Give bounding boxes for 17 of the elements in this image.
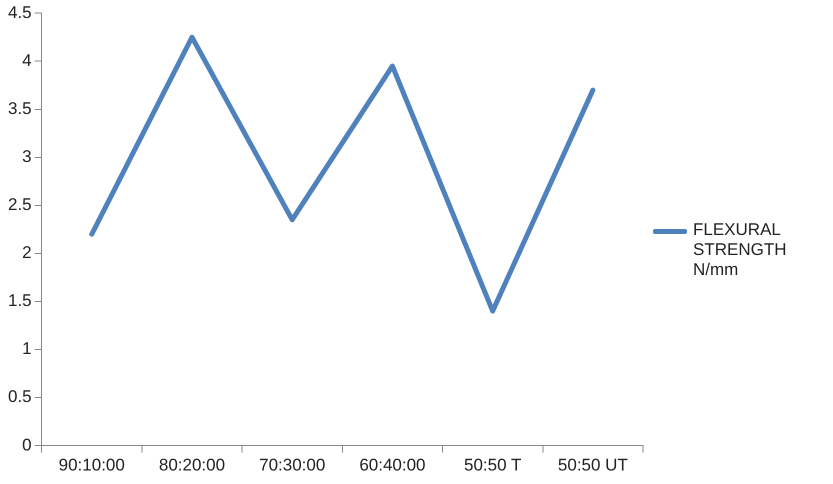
- y-tick-label: 0: [22, 435, 32, 454]
- x-tick-label: 70:30:00: [259, 455, 326, 474]
- x-tick-label: 90:10:00: [58, 455, 125, 474]
- y-tick-label: 2.5: [8, 195, 32, 214]
- y-tick-label: 3.5: [8, 98, 32, 118]
- y-tick-label: 4: [22, 50, 32, 70]
- x-tick-label: 50:50 UT: [558, 455, 628, 474]
- y-tick-label: 3: [22, 147, 32, 166]
- x-tick-label: 60:40:00: [359, 455, 426, 474]
- y-tick-label: 1.5: [8, 291, 32, 310]
- y-tick-label: 2: [22, 243, 32, 262]
- y-tick-label: 4.5: [8, 2, 32, 22]
- y-tick-label: 1: [22, 339, 32, 358]
- y-tick-label: 0.5: [8, 387, 32, 406]
- legend-label: FLEXURAL STRENGTH N/mm: [693, 220, 788, 280]
- x-tick-label: 50:50 T: [464, 455, 522, 474]
- x-tick-label: 80:20:00: [158, 455, 226, 474]
